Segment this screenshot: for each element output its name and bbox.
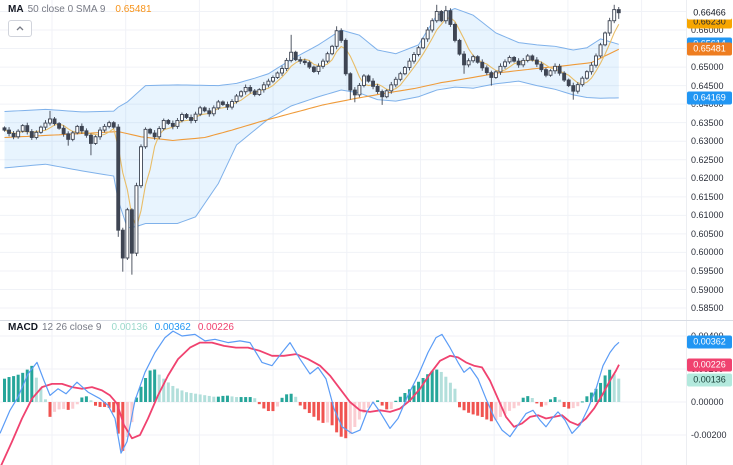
price-tick-label: 0.63500 [691, 117, 724, 128]
axis-border [686, 0, 687, 465]
price-tick-label: 0.61500 [691, 191, 724, 202]
ma-indicator-params: 50 close 0 SMA 9 [27, 4, 106, 15]
price-tick-label: 0.58500 [691, 303, 724, 313]
collapse-legend-button[interactable] [8, 20, 32, 37]
macd-line-value: 0.00362 [154, 322, 191, 333]
price-badge-bb-lower: 0.64169 [687, 91, 732, 105]
price-tick-label: 0.60500 [691, 228, 724, 239]
price-tick-label: 0.62000 [691, 173, 724, 184]
macd-badge-histogram: 0.00136 [687, 373, 732, 387]
price-tick-label: 0.59500 [691, 266, 724, 276]
chevron-up-icon [16, 26, 24, 31]
macd-histogram-value: 0.00136 [111, 322, 148, 333]
price-tick-label: 0.62500 [691, 154, 724, 165]
macd-signal-value: 0.00226 [197, 322, 234, 333]
pane-divider[interactable] [0, 320, 733, 321]
macd-tick-label: -0.00200 [691, 430, 727, 440]
macd-badge-macd-line: 0.00362 [687, 335, 732, 349]
price-tick-label: 0.61000 [691, 210, 724, 221]
price-tick-label: 0.59000 [691, 284, 724, 295]
macd-pane-legend: MACD 12 26 close 9 0.00136 0.00362 0.00226 [8, 322, 241, 333]
price-tick-label: 0.65000 [691, 62, 724, 73]
price-pane-legend: MA 50 close 0 SMA 9 0.65481 [8, 4, 159, 15]
macd-indicator-title: MACD [8, 322, 38, 333]
macd-tick-label: 0.00000 [691, 397, 724, 407]
ma-indicator-value: 0.65481 [115, 4, 152, 15]
macd-badge-signal-line: 0.00226 [687, 358, 732, 372]
last-price-label: 0.66466 [687, 6, 732, 20]
price-tick-label: 0.66000 [691, 25, 724, 35]
price-tick-label: 0.63000 [691, 136, 724, 147]
price-badge-ma50: 0.65481 [687, 42, 732, 56]
macd-indicator-params: 12 26 close 9 [42, 322, 102, 333]
price-tick-label: 0.60000 [691, 247, 724, 258]
ma-indicator-title: MA [8, 4, 24, 15]
price-tick-label: 0.64500 [691, 80, 724, 91]
